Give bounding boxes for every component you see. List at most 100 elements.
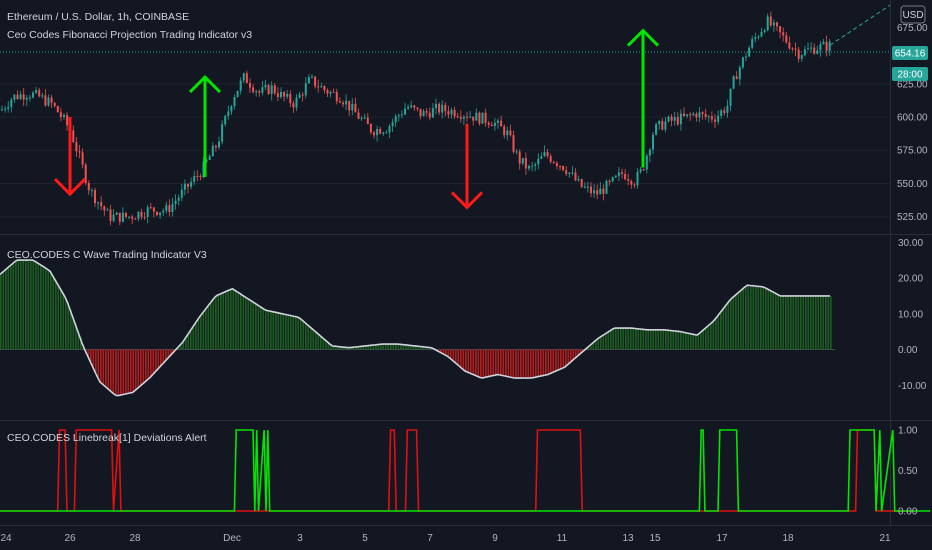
wave-bar — [107, 349, 110, 389]
price-candle-body — [602, 188, 605, 194]
wave-bar — [332, 345, 335, 350]
price-candle-body — [214, 145, 217, 148]
price-candle-body — [236, 90, 239, 98]
price-candle-body — [605, 180, 608, 194]
wave-axis[interactable]: 30.00 20.00 10.00 0.00 -10.00 — [898, 238, 927, 392]
price-axis[interactable]: 625.00 600.00 575.00 550.00 525.00 675.00 — [897, 23, 928, 223]
price-candle-body — [608, 180, 611, 182]
wave-bar — [2, 272, 5, 350]
wave-bar — [257, 304, 260, 350]
wave-bar — [27, 260, 30, 350]
wave-bar — [425, 347, 427, 350]
wave-bar — [822, 295, 825, 350]
time-tick-label: 26 — [64, 533, 76, 544]
price-indicator-label[interactable]: Ceo Codes Fibonacci Projection Trading I… — [7, 29, 252, 41]
wave-bar — [400, 344, 402, 350]
wave-bar — [527, 349, 530, 379]
alert-pane[interactable] — [0, 429, 930, 512]
wave-bar — [290, 315, 292, 350]
wave-bar — [500, 349, 502, 375]
price-candle-body — [540, 156, 543, 159]
price-candle-body — [360, 118, 363, 120]
alert-axis[interactable]: 1.00 0.50 0.00 — [898, 426, 918, 518]
price-pane[interactable] — [0, 4, 891, 226]
wave-bar — [265, 309, 267, 350]
wave-bar — [647, 329, 650, 350]
wave-bar — [447, 349, 450, 357]
wave-bar — [287, 314, 290, 350]
price-candle-body — [1, 109, 3, 111]
wave-bar — [610, 330, 612, 350]
alert-indicator-label[interactable]: CEO.CODES Linebreak[1] Deviations Alert — [7, 432, 207, 444]
wave-bar — [65, 297, 67, 350]
price-candle-body — [187, 183, 189, 187]
wave-bar — [170, 349, 172, 356]
price-candle-body — [7, 107, 10, 109]
wave-bar — [685, 332, 687, 350]
wave-bar — [642, 329, 645, 350]
price-candle-body — [469, 116, 472, 118]
wave-bar — [590, 345, 592, 350]
price-candle-body — [162, 210, 165, 213]
wave-bar — [157, 349, 160, 370]
wave-bar — [412, 345, 415, 350]
current-price-badge — [892, 46, 928, 60]
price-candle-body — [326, 90, 329, 94]
wave-bar — [562, 349, 565, 369]
price-candle-body — [342, 102, 344, 105]
wave-bar — [557, 349, 560, 371]
time-tick-label: 5 — [362, 533, 368, 544]
price-candle-body — [757, 36, 760, 38]
wave-bar — [297, 317, 300, 350]
price-candle-body — [211, 145, 214, 157]
price-tick-label-top: 675.00 — [897, 23, 928, 34]
price-candle-body — [112, 214, 115, 221]
wave-bar — [532, 349, 535, 378]
time-tick-label: 18 — [782, 533, 794, 544]
wave-bar — [185, 338, 187, 350]
price-candle-body — [94, 190, 96, 204]
currency-button[interactable] — [900, 5, 926, 24]
price-candle-body — [710, 116, 713, 120]
wave-bar — [650, 329, 652, 350]
wave-bar — [312, 329, 315, 350]
price-candle-body — [354, 103, 357, 113]
price-candle-body — [131, 216, 134, 219]
price-candle-body — [735, 76, 738, 80]
price-candle-body — [397, 115, 400, 117]
price-candle-body — [652, 134, 654, 150]
up-arrow-head — [626, 28, 660, 47]
wave-bar — [472, 349, 475, 375]
wave-bar — [535, 349, 537, 378]
wave-bar — [530, 349, 532, 379]
wave-bar — [7, 267, 10, 350]
wave-bar — [245, 296, 247, 350]
time-axis[interactable]: 24 26 28 Dec 3 5 7 9 11 13 15 17 18 21 — [0, 533, 891, 544]
wave-bar — [10, 265, 12, 350]
wave-bar — [25, 260, 27, 350]
wave-tick-label: 30.00 — [898, 238, 923, 249]
wave-bar — [275, 312, 277, 350]
symbol-title[interactable]: Ethereum / U.S. Dollar, 1h, COINBASE — [7, 11, 189, 23]
wave-bar — [100, 349, 102, 383]
price-candle-body — [689, 114, 692, 116]
wave-bar — [210, 303, 212, 350]
price-candle-body — [199, 176, 202, 178]
wave-bar — [382, 344, 385, 350]
wave-bar — [710, 324, 712, 350]
wave-pane[interactable] — [0, 259, 835, 397]
price-candle-body — [748, 47, 751, 57]
price-candle-body — [813, 47, 816, 54]
wave-bar — [160, 349, 162, 367]
price-candle-body — [766, 16, 769, 31]
wave-bar — [47, 269, 50, 350]
price-candle-body — [493, 122, 496, 127]
wave-indicator-label[interactable]: CEO.CODES C Wave Trading Indicator V3 — [7, 249, 207, 261]
price-candle-body — [484, 112, 487, 123]
wave-bar — [182, 342, 185, 350]
time-tick-label: 15 — [649, 533, 661, 544]
price-candle-body — [103, 206, 106, 211]
time-tick-label: 7 — [427, 533, 433, 544]
wave-bar — [565, 349, 567, 367]
wave-bar — [195, 323, 197, 350]
